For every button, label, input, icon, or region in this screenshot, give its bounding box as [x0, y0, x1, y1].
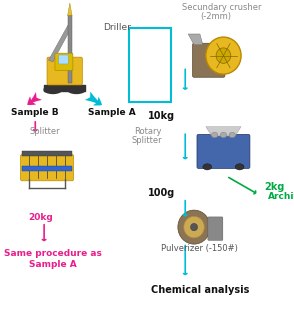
FancyBboxPatch shape — [55, 53, 73, 70]
Text: 100g: 100g — [148, 188, 175, 198]
Circle shape — [216, 48, 231, 63]
Text: (-2mm): (-2mm) — [200, 12, 231, 22]
Text: Same procedure as: Same procedure as — [4, 249, 102, 258]
Circle shape — [184, 216, 204, 238]
Text: Driller: Driller — [103, 23, 131, 32]
Circle shape — [178, 210, 210, 244]
FancyBboxPatch shape — [193, 43, 225, 77]
Ellipse shape — [229, 132, 235, 138]
Polygon shape — [188, 34, 203, 45]
FancyBboxPatch shape — [59, 55, 68, 64]
Ellipse shape — [220, 132, 227, 138]
Text: 2kg: 2kg — [265, 182, 285, 192]
Text: Chemical analysis: Chemical analysis — [151, 286, 249, 295]
FancyBboxPatch shape — [21, 154, 74, 181]
FancyBboxPatch shape — [208, 217, 223, 240]
Polygon shape — [206, 127, 241, 136]
Text: 10kg: 10kg — [148, 111, 175, 121]
FancyBboxPatch shape — [47, 57, 82, 85]
Ellipse shape — [211, 132, 218, 138]
Polygon shape — [68, 3, 72, 15]
Text: 20kg: 20kg — [28, 213, 53, 222]
Text: Sample A: Sample A — [29, 260, 77, 269]
Ellipse shape — [68, 86, 85, 93]
Bar — [68, 15, 72, 83]
Text: Splitter: Splitter — [29, 127, 60, 136]
Polygon shape — [49, 25, 72, 62]
Text: Sample B: Sample B — [11, 108, 59, 117]
Circle shape — [191, 223, 198, 231]
FancyBboxPatch shape — [197, 134, 250, 168]
Ellipse shape — [235, 164, 244, 170]
Circle shape — [206, 37, 241, 74]
Text: Archiv: Archiv — [268, 192, 294, 201]
Ellipse shape — [44, 86, 62, 93]
Bar — [22, 151, 72, 156]
Text: Pulverizer (-150#): Pulverizer (-150#) — [161, 244, 238, 253]
Bar — [22, 166, 72, 171]
Text: Sample A: Sample A — [88, 108, 136, 117]
Text: Splitter: Splitter — [131, 136, 162, 145]
Text: Secundary crusher: Secundary crusher — [182, 3, 262, 12]
Ellipse shape — [203, 164, 212, 170]
Text: Rotary: Rotary — [134, 127, 162, 136]
